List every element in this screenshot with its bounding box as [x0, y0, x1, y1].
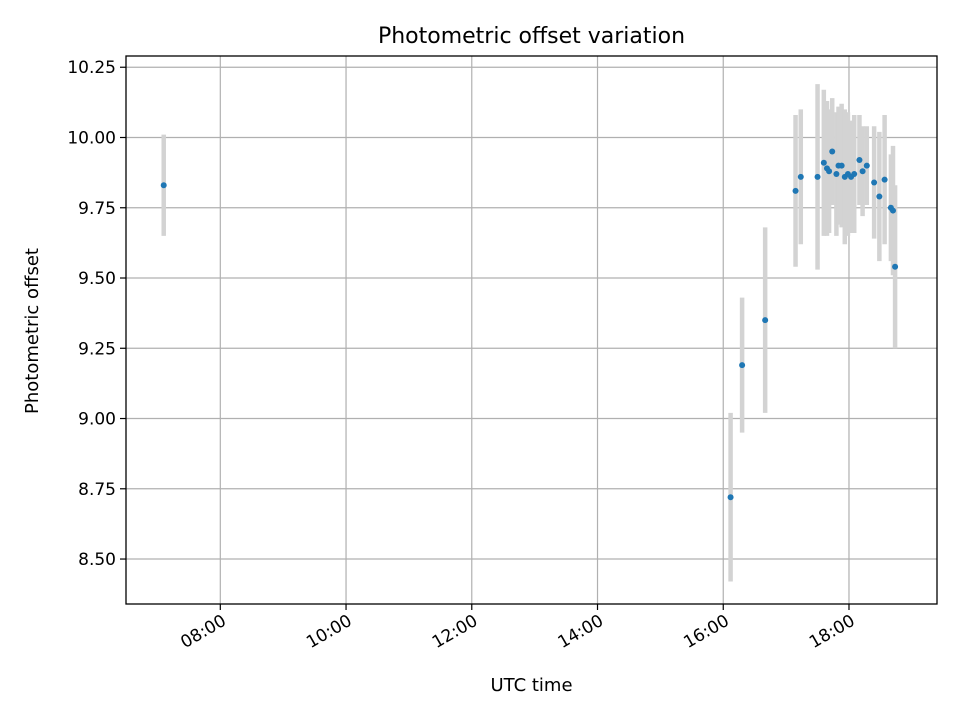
- data-point: [859, 168, 866, 175]
- chart-title: Photometric offset variation: [378, 24, 685, 49]
- data-points: [160, 148, 899, 501]
- data-point: [814, 173, 821, 180]
- x-tick-label: 14:00: [555, 611, 607, 653]
- x-axis-ticks: 08:00 10:00 12:00 14:00 16:00 18:00: [177, 604, 858, 653]
- y-tick-label: 8.75: [78, 480, 116, 500]
- y-tick-label: 9.75: [78, 199, 116, 219]
- data-point: [863, 162, 870, 169]
- data-point: [856, 156, 863, 163]
- y-tick-label: 8.50: [78, 550, 116, 570]
- plot-frame: [125, 55, 938, 605]
- y-tick-label: 9.25: [78, 339, 116, 359]
- data-point: [727, 494, 734, 501]
- y-tick-label: 10.00: [67, 128, 116, 148]
- data-point: [892, 263, 899, 270]
- data-point: [881, 176, 888, 183]
- x-tick-label: 10:00: [303, 611, 355, 653]
- data-point: [833, 171, 840, 178]
- y-axis-label: Photometric offset: [22, 248, 43, 414]
- data-point: [820, 159, 827, 166]
- data-point: [838, 162, 845, 169]
- data-point: [160, 182, 167, 189]
- data-point: [876, 193, 883, 200]
- data-point: [739, 362, 746, 369]
- error-bars: [161, 84, 898, 582]
- x-axis-label: UTC time: [490, 675, 572, 696]
- y-axis-ticks: 8.50 8.75 9.00 9.25 9.50 9.75 10.00 10.25: [67, 58, 126, 570]
- data-point: [829, 148, 836, 155]
- data-point: [889, 207, 896, 214]
- data-point: [762, 317, 769, 324]
- y-tick-label: 9.50: [78, 269, 116, 289]
- x-tick-label: 12:00: [429, 611, 481, 653]
- x-tick-label: 16:00: [680, 611, 732, 653]
- x-tick-label: 08:00: [177, 611, 229, 653]
- data-point: [871, 179, 878, 186]
- data-point: [851, 171, 858, 178]
- data-point: [792, 187, 799, 194]
- y-tick-label: 9.00: [78, 410, 116, 430]
- data-point: [826, 168, 833, 175]
- y-tick-label: 10.25: [67, 58, 116, 78]
- x-tick-label: 18:00: [806, 611, 858, 653]
- data-point: [797, 173, 804, 180]
